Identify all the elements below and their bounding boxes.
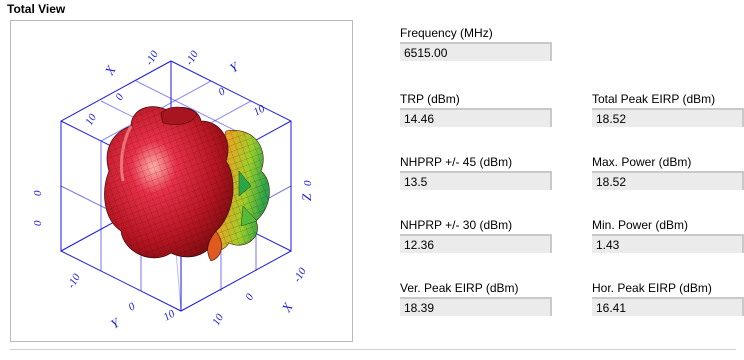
pattern-plot-svg: X Y Z X Y -10 0 10 -10 0 10 0 0 0 -10 0 … [32, 48, 314, 331]
field-min-power-value[interactable]: 1.43 [592, 234, 744, 253]
field-max-power-value[interactable]: 18.52 [592, 171, 744, 190]
field-max-power: Max. Power (dBm) 18.52 [592, 155, 744, 190]
tick-left-0: 0 [32, 190, 44, 196]
tick-bottom-right-10: 10 [210, 312, 226, 328]
field-nhprp-45: NHPRP +/- 45 (dBm) 13.5 [400, 155, 552, 190]
field-frequency-value[interactable]: 6515.00 [400, 42, 552, 61]
field-total-peak-eirp: Total Peak EIRP (dBm) 18.52 [592, 92, 744, 127]
radiation-pattern-3d-view[interactable]: X Y Z X Y -10 0 10 -10 0 10 0 0 0 -10 0 … [10, 20, 353, 342]
field-trp-value[interactable]: 14.46 [400, 108, 552, 127]
field-total-peak-eirp-value[interactable]: 18.52 [592, 108, 744, 127]
field-trp: TRP (dBm) 14.46 [400, 92, 552, 127]
axis-label-y-top: Y [227, 58, 242, 75]
tick-bottom-left-0: 0 [127, 300, 138, 313]
axis-label-y-bottom: Y [108, 314, 123, 331]
axis-label-z-right: Z [299, 193, 314, 201]
tick-bottom-right-0: 0 [243, 291, 256, 302]
field-ver-peak-eirp-value[interactable]: 18.39 [400, 297, 552, 316]
tick-bottom-left-n10: -10 [65, 271, 83, 290]
field-nhprp-45-value[interactable]: 13.5 [400, 171, 552, 190]
tick-top-left-n10: 10 [83, 112, 99, 128]
tick-bottom-mid-10: 10 [162, 307, 178, 323]
field-min-power-label: Min. Power (dBm) [592, 218, 689, 232]
field-nhprp-30-value[interactable]: 12.36 [400, 234, 552, 253]
field-hor-peak-eirp: Hor. Peak EIRP (dBm) 16.41 [592, 281, 744, 316]
axis-label-x-bottom: X [278, 299, 296, 315]
field-frequency-label: Frequency (MHz) [400, 26, 493, 40]
radiation-surface [104, 106, 270, 262]
tick-top-right-0: 0 [217, 85, 228, 98]
field-ver-peak-eirp: Ver. Peak EIRP (dBm) 18.39 [400, 281, 552, 316]
tick-top-left-0: 0 [113, 91, 126, 102]
field-hor-peak-eirp-value[interactable]: 16.41 [592, 297, 744, 316]
tick-top-right-10: 10 [252, 102, 268, 118]
bottom-divider [10, 349, 736, 350]
field-max-power-label: Max. Power (dBm) [592, 155, 692, 169]
field-total-peak-eirp-label: Total Peak EIRP (dBm) [592, 92, 716, 106]
tick-left-10: 0 [32, 220, 44, 226]
field-frequency: Frequency (MHz) 6515.00 [400, 26, 552, 61]
field-min-power: Min. Power (dBm) 1.43 [592, 218, 744, 253]
tick-top-mid-10: -10 [183, 48, 201, 67]
field-ver-peak-eirp-label: Ver. Peak EIRP (dBm) [400, 281, 519, 295]
tick-top-left-10: -10 [143, 48, 161, 67]
tick-right-0: 0 [302, 180, 314, 186]
field-nhprp-30-label: NHPRP +/- 30 (dBm) [400, 218, 513, 232]
axis-label-x-top: X [101, 62, 119, 78]
field-hor-peak-eirp-label: Hor. Peak EIRP (dBm) [592, 281, 712, 295]
field-nhprp-30: NHPRP +/- 30 (dBm) 12.36 [400, 218, 552, 253]
tick-bottom-right-n10: -10 [291, 265, 309, 284]
field-trp-label: TRP (dBm) [400, 92, 460, 106]
section-title: Total View [7, 2, 66, 16]
field-nhprp-45-label: NHPRP +/- 45 (dBm) [400, 155, 513, 169]
